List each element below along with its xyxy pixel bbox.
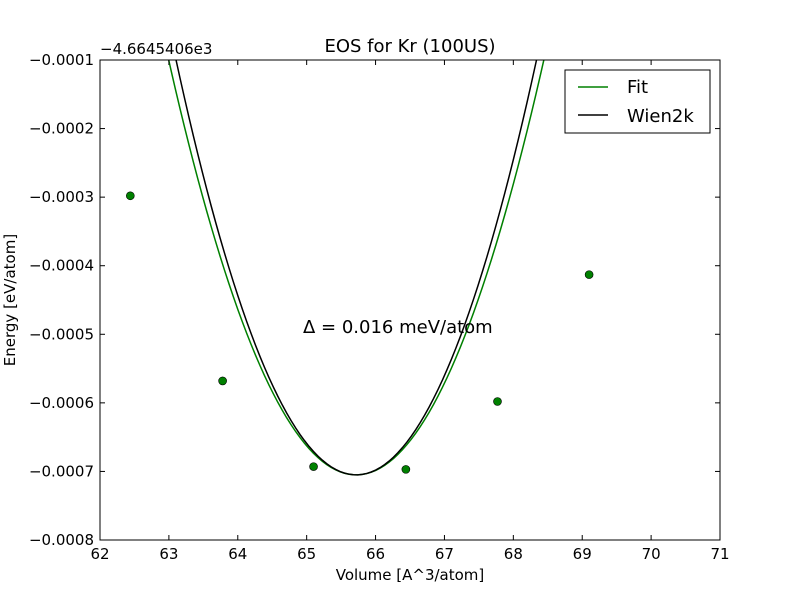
y-tick-label: −0.0007 xyxy=(29,462,94,480)
x-tick-label: 63 xyxy=(159,545,178,563)
data-point xyxy=(401,465,411,474)
chart-title: EOS for Kr (100US) xyxy=(324,36,495,57)
series-line-fit xyxy=(167,60,545,476)
y-tick-label: −0.0003 xyxy=(29,188,94,206)
y-tick-label: −0.0005 xyxy=(29,325,94,343)
data-point xyxy=(309,462,318,471)
x-tick-label: 71 xyxy=(710,545,729,563)
x-axis-label: Volume [A^3/atom] xyxy=(336,566,485,584)
plot-area-frame xyxy=(99,59,721,541)
y-tick-label: −0.0004 xyxy=(29,257,94,275)
x-tick-label: 67 xyxy=(435,545,454,563)
x-tick-label: 69 xyxy=(573,545,592,563)
data-point xyxy=(218,376,227,386)
x-tick-label: 62 xyxy=(90,545,109,563)
x-tick-label: 68 xyxy=(504,545,523,563)
legend-label-wien2k: Wien2k xyxy=(627,106,694,127)
legend-label-fit: Fit xyxy=(627,77,648,98)
data-points xyxy=(126,191,594,474)
x-tick-label: 65 xyxy=(297,545,316,563)
delta-annotation: Δ = 0.016 meV/atom xyxy=(303,317,493,338)
data-point xyxy=(493,397,502,406)
axis-ticks: 62 63 64 65 66 67 68 69 70 71 −0.0008 −0.0007 −0.000… xyxy=(29,51,730,563)
series-line-wien2k xyxy=(175,60,538,476)
x-tick-label: 64 xyxy=(228,545,247,563)
series-curves xyxy=(167,60,545,476)
data-point xyxy=(126,191,135,201)
x-tick-label: 66 xyxy=(366,545,385,563)
y-tick-label: −0.0001 xyxy=(29,51,94,69)
legend: Fit Wien2k xyxy=(564,69,711,134)
y-tick-label: −0.0006 xyxy=(29,394,94,412)
legend-box xyxy=(564,69,711,134)
data-point xyxy=(584,270,594,279)
y-axis-label: Energy [eV/atom] xyxy=(1,234,19,366)
y-tick-label: −0.0002 xyxy=(29,120,94,138)
y-tick-label: −0.0008 xyxy=(29,531,94,549)
y-axis-offset: −4.6645406e3 xyxy=(100,40,212,58)
x-tick-label: 70 xyxy=(642,545,661,563)
